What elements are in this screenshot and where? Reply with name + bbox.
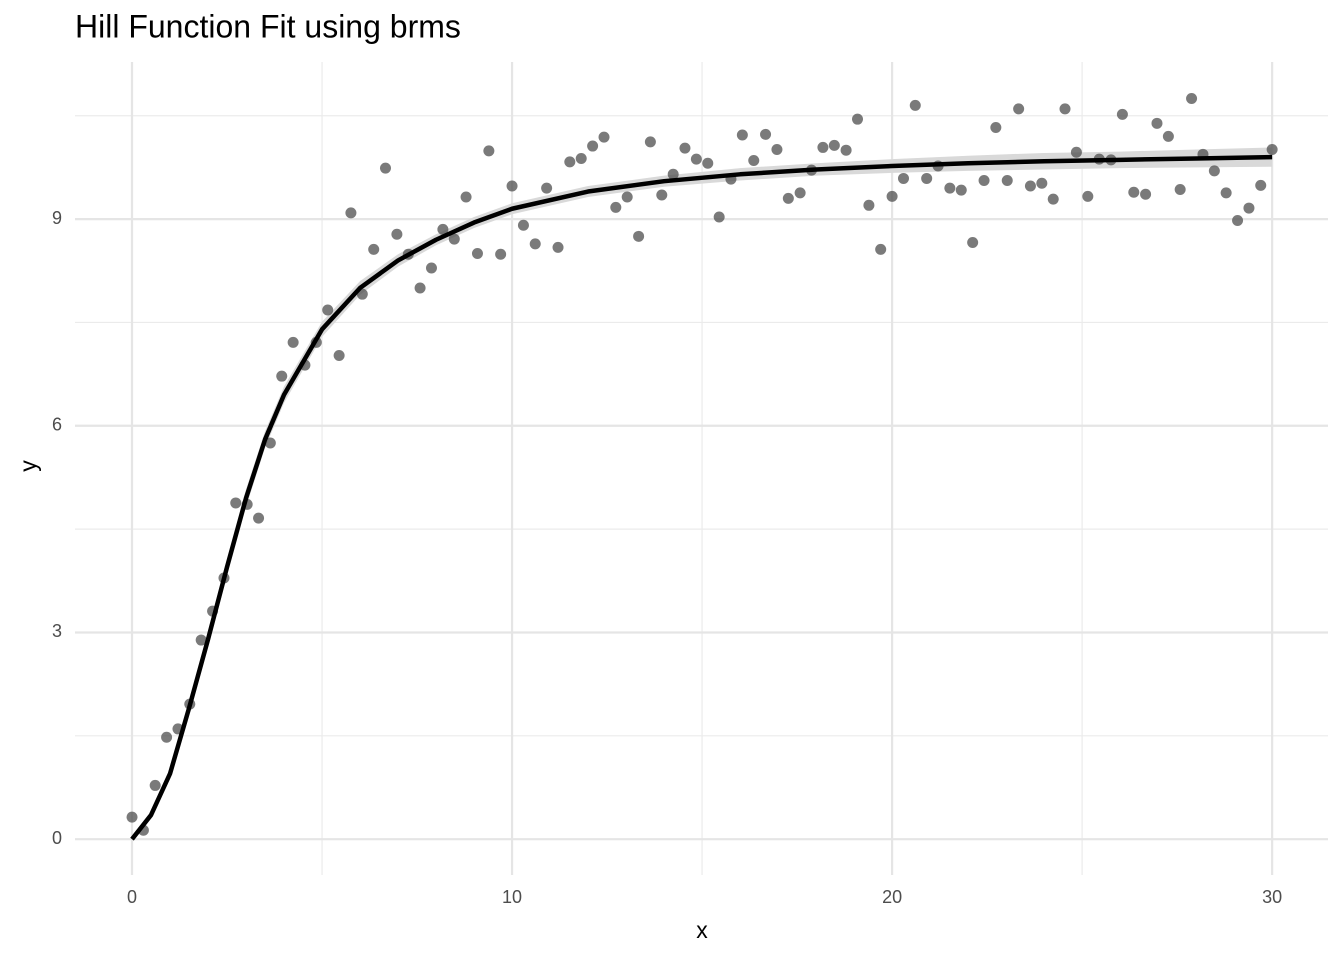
data-point [448,233,460,245]
data-point [253,512,265,524]
data-point [1001,175,1013,187]
x-axis-label: x [696,917,708,943]
data-point [990,121,1002,133]
data-point [1082,190,1094,202]
data-point [978,175,990,187]
data-point [760,128,772,140]
x-tick-label: 0 [127,887,137,907]
data-point [1255,179,1267,191]
y-tick-label: 6 [52,415,62,435]
data-point [1047,193,1059,205]
data-point [322,304,334,316]
data-point [276,370,288,382]
data-point [909,99,921,111]
data-point [967,237,979,249]
data-point [149,779,161,791]
data-point [529,238,541,250]
data-point [897,172,909,184]
data-point [886,190,898,202]
data-point [587,140,599,152]
x-tick-label: 10 [502,887,522,907]
data-point [1174,183,1186,195]
data-point [161,731,173,743]
data-point [564,156,576,168]
data-point [345,207,357,219]
data-point [840,144,852,156]
data-point [287,336,299,348]
data-point [1220,187,1232,199]
data-point [483,145,495,157]
data-point [852,113,864,125]
data-point [126,811,138,823]
chart-title: Hill Function Fit using brms [75,8,461,44]
x-tick-label: 20 [882,887,902,907]
data-point [471,248,483,260]
data-point [955,184,967,196]
data-point [230,497,242,509]
fit-line [130,154,1273,841]
data-point [541,182,553,194]
data-point [748,155,760,167]
data-point [391,228,403,240]
data-point [621,191,633,203]
data-point [863,199,875,211]
data-point [794,187,806,199]
data-point [1186,93,1198,105]
data-point [610,201,622,213]
data-point [782,192,794,204]
data-point [379,162,391,174]
data-point [333,350,345,362]
y-tick-label: 0 [52,828,62,848]
data-point [506,180,518,192]
data-point [1013,103,1025,115]
data-point [1162,130,1174,142]
x-tick-label: 30 [1262,887,1282,907]
data-point [1208,165,1220,177]
data-point [1116,108,1128,120]
data-point [1024,180,1036,192]
data-point [425,262,437,274]
data-point [921,172,933,184]
data-point [667,168,679,180]
data-point [264,437,276,449]
data-point [437,223,449,235]
y-tick-label: 3 [52,621,62,641]
data-point [828,139,840,151]
data-point [1266,144,1278,156]
data-point [1140,188,1152,200]
data-point [195,634,207,646]
data-point [414,282,426,294]
data-point [1151,117,1163,129]
data-point [1243,202,1255,214]
data-point [598,131,610,143]
data-point [495,248,507,260]
data-point [1036,177,1048,189]
y-axis-label: y [15,460,41,472]
data-point [679,142,691,154]
data-point [575,152,587,164]
data-point [702,157,714,169]
data-point [690,153,702,165]
data-point [633,230,645,242]
data-point [1128,186,1140,198]
data-point [1059,103,1071,115]
data-point [736,129,748,141]
data-point [460,191,472,203]
data-point [368,243,380,255]
data-point [1232,214,1244,226]
data-point [644,136,656,148]
data-point [656,189,668,201]
data-point [944,182,956,194]
data-point [517,219,529,231]
data-point [552,241,564,253]
data-point [875,243,887,255]
data-point [1070,146,1082,158]
data-point [713,211,725,223]
y-tick-label: 9 [52,208,62,228]
data-point [771,144,783,156]
data-point [817,141,829,153]
